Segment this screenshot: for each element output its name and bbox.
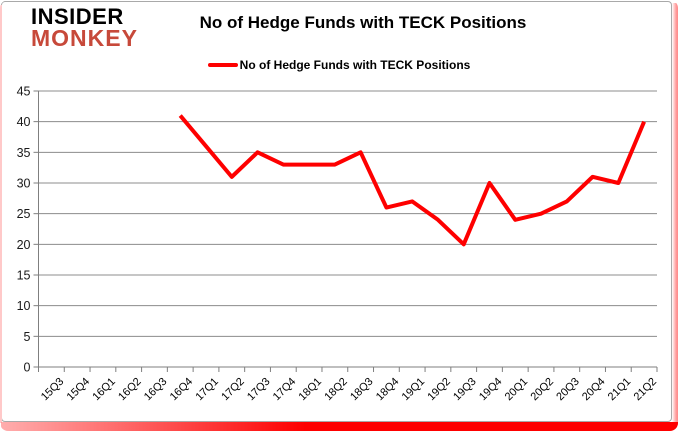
xtick-label-19Q3: 19Q3 (451, 376, 479, 404)
ytick-label-25: 25 (17, 207, 31, 221)
frame-glow-bottom (1, 422, 678, 431)
ytick-label-20: 20 (17, 238, 31, 252)
series-line (178, 114, 646, 247)
xtick-label-20Q1: 20Q1 (503, 376, 531, 404)
xtick-label-15Q4: 15Q4 (65, 376, 93, 404)
ytick-label-10: 10 (17, 299, 31, 313)
ytick-label-40: 40 (17, 115, 31, 129)
legend-label: No of Hedge Funds with TECK Positions (239, 58, 471, 72)
xtick-label-18Q4: 18Q4 (374, 376, 402, 404)
xtick-label-16Q4: 16Q4 (168, 376, 196, 404)
ytick-label-0: 0 (24, 361, 31, 375)
xtick-label-20Q4: 20Q4 (580, 376, 608, 404)
xtick-label-18Q1: 18Q1 (297, 376, 325, 404)
frame-glow-right (672, 3, 678, 425)
chart-title: No of Hedge Funds with TECK Positions (199, 13, 527, 32)
ytick-label-5: 5 (24, 330, 31, 344)
logo-text-insider: INSIDER (31, 4, 124, 29)
logo-text-monkey: MONKEY (31, 24, 138, 51)
xtick-label-21Q2: 21Q2 (632, 376, 660, 404)
xtick-label-17Q4: 17Q4 (271, 376, 299, 404)
insider-monkey-logo[interactable]: INSIDER MONKEY (31, 4, 138, 51)
xtick-label-17Q3: 17Q3 (245, 376, 273, 404)
ytick-label-45: 45 (17, 85, 31, 99)
xtick-label-16Q3: 16Q3 (142, 376, 170, 404)
xtick-label-20Q3: 20Q3 (554, 376, 582, 404)
xtick-label-19Q4: 19Q4 (477, 376, 505, 404)
ytick-label-35: 35 (17, 146, 31, 160)
frame-glow-left (0, 5, 2, 423)
xtick-label-19Q2: 19Q2 (425, 376, 453, 404)
xtick-label-17Q2: 17Q2 (219, 376, 247, 404)
ytick-label-15: 15 (17, 269, 31, 283)
xtick-label-19Q1: 19Q1 (400, 376, 428, 404)
xtick-label-21Q1: 21Q1 (606, 376, 634, 404)
xtick-label-17Q1: 17Q1 (193, 376, 221, 404)
xtick-label-16Q1: 16Q1 (90, 376, 118, 404)
xtick-label-15Q3: 15Q3 (39, 376, 67, 404)
xtick-label-18Q2: 18Q2 (322, 376, 350, 404)
xtick-label-18Q3: 18Q3 (348, 376, 376, 404)
xtick-label-20Q2: 20Q2 (529, 376, 557, 404)
legend-line-swatch (207, 63, 238, 67)
xtick-label-16Q2: 16Q2 (116, 376, 144, 404)
ytick-label-30: 30 (17, 177, 31, 191)
chart-legend: No of Hedge Funds with TECK Positions (0, 58, 678, 72)
